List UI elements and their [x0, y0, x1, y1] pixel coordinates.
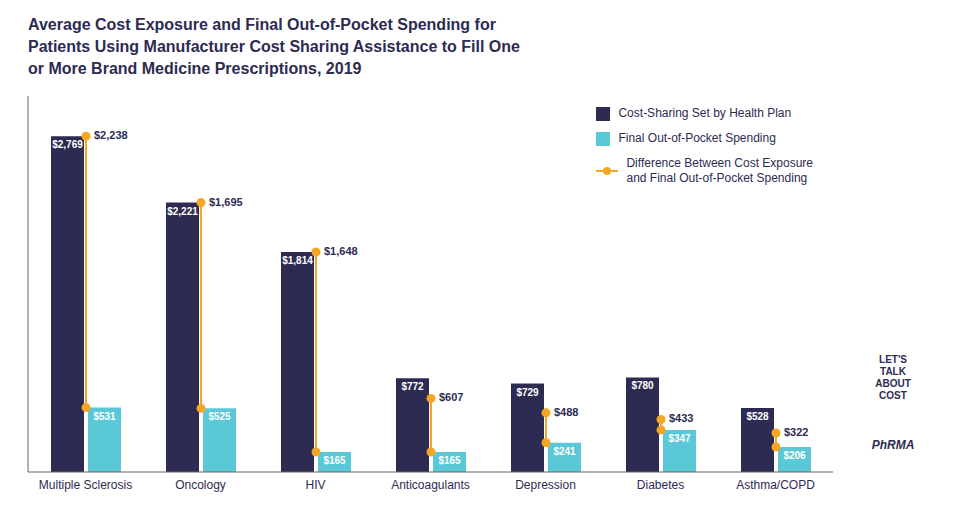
svg-text:$2,221: $2,221	[167, 206, 198, 217]
svg-text:$206: $206	[783, 450, 806, 461]
svg-text:HIV: HIV	[305, 478, 325, 492]
svg-text:$488: $488	[554, 406, 578, 418]
svg-text:$528: $528	[746, 411, 769, 422]
html-text:Difference Between Cost Exposu: Difference Between Cost Exposure and Fin…	[626, 156, 813, 185]
svg-text:Diabetes: Diabetes	[637, 478, 684, 492]
svg-text:$165: $165	[323, 455, 346, 466]
svg-text:$2,769: $2,769	[52, 139, 83, 150]
html-text:Final Out-of-Pocket Spending: Final Out-of-Pocket Spending	[618, 131, 776, 145]
svg-text:Oncology: Oncology	[175, 478, 226, 492]
svg-text:$322: $322	[784, 426, 808, 438]
html-text:Cost-Sharing Set by Health Pla: Cost-Sharing Set by Health Plan	[618, 106, 792, 120]
html-text:Average Cost Exposure and Fina: Average Cost Exposure and Final Out-of-P…	[28, 16, 520, 77]
svg-text:$772: $772	[401, 381, 424, 392]
svg-text:$607: $607	[439, 391, 463, 403]
html-text:PhRMA: PhRMA	[871, 438, 915, 452]
svg-text:$2,238: $2,238	[94, 129, 128, 141]
html-text:LET'S TALK ABOUT COST: LET'S TALK ABOUT COST	[875, 354, 911, 401]
svg-text:$525: $525	[208, 411, 231, 422]
svg-text:$241: $241	[553, 446, 576, 457]
svg-text:$531: $531	[93, 411, 116, 422]
svg-text:$780: $780	[631, 380, 654, 391]
svg-text:$1,648: $1,648	[324, 245, 358, 257]
svg-text:Depression: Depression	[515, 478, 576, 492]
svg-text:$1,695: $1,695	[209, 196, 243, 208]
svg-text:Asthma/COPD: Asthma/COPD	[736, 478, 815, 492]
svg-text:Multiple Sclerosis: Multiple Sclerosis	[39, 478, 132, 492]
svg-text:Anticoagulants: Anticoagulants	[391, 478, 470, 492]
svg-text:$165: $165	[438, 455, 461, 466]
svg-text:$729: $729	[516, 387, 539, 398]
svg-text:$347: $347	[668, 433, 691, 444]
svg-text:$1,814: $1,814	[282, 255, 313, 266]
svg-text:$433: $433	[669, 412, 693, 424]
